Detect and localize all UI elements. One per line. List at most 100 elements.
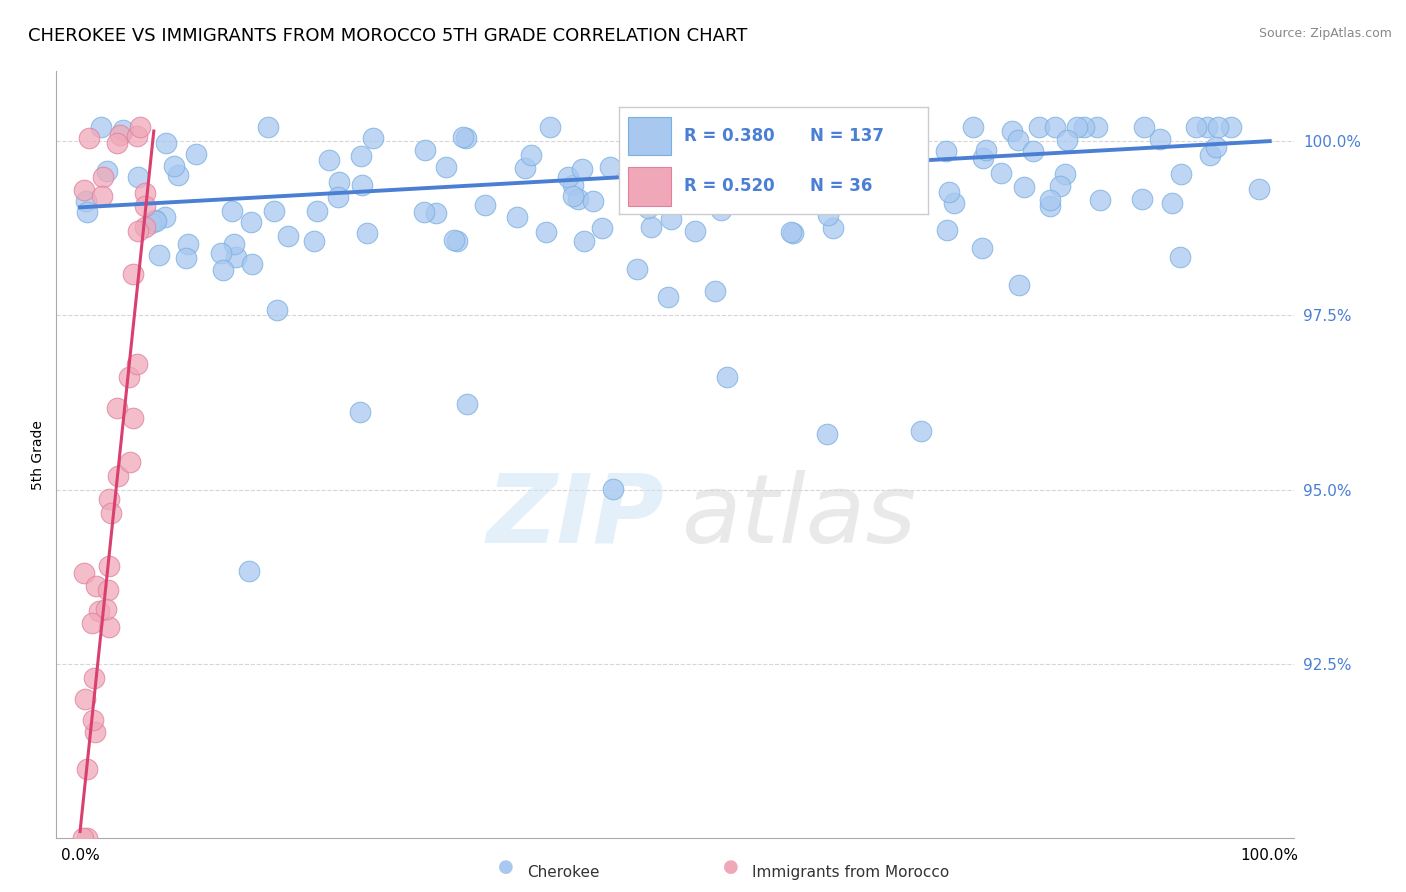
- Point: [1130, 192, 1153, 206]
- Point: [823, 220, 845, 235]
- Point: [703, 284, 725, 298]
- Point: [127, 129, 149, 144]
- Point: [174, 252, 197, 266]
- Point: [302, 234, 325, 248]
- Point: [782, 185, 804, 199]
- Point: [716, 370, 738, 384]
- Point: [557, 170, 579, 185]
- Point: [962, 120, 984, 135]
- Point: [782, 227, 804, 241]
- Point: [222, 237, 245, 252]
- Text: atlas: atlas: [681, 470, 917, 563]
- Point: [1149, 132, 1171, 146]
- Point: [305, 203, 328, 218]
- Point: [225, 250, 247, 264]
- Point: [1249, 181, 1271, 195]
- Point: [318, 153, 340, 167]
- Point: [148, 248, 170, 262]
- Point: [1206, 120, 1229, 135]
- Point: [100, 506, 122, 520]
- Point: [129, 120, 152, 135]
- Point: [779, 177, 801, 191]
- Point: [659, 211, 682, 226]
- Point: [112, 123, 135, 137]
- Point: [882, 176, 904, 190]
- Point: [73, 692, 96, 706]
- Bar: [628, 117, 671, 155]
- Point: [84, 579, 107, 593]
- Point: [76, 205, 98, 219]
- Point: [1170, 167, 1192, 181]
- Point: [96, 164, 118, 178]
- Point: [143, 213, 166, 227]
- Point: [659, 139, 682, 153]
- Point: [602, 482, 624, 496]
- Point: [828, 120, 851, 135]
- Bar: [628, 167, 671, 205]
- Point: [118, 455, 141, 469]
- Point: [456, 397, 478, 411]
- Point: [572, 234, 595, 248]
- Point: [1039, 199, 1062, 213]
- Point: [72, 566, 94, 581]
- Point: [155, 210, 177, 224]
- Point: [97, 559, 120, 574]
- Point: [1066, 120, 1088, 135]
- Point: [240, 256, 263, 270]
- Text: Cherokee: Cherokee: [527, 865, 600, 880]
- Point: [789, 134, 811, 148]
- Point: [657, 290, 679, 304]
- Point: [1056, 133, 1078, 147]
- Point: [75, 194, 97, 208]
- Point: [145, 214, 167, 228]
- Point: [77, 130, 100, 145]
- Point: [434, 160, 457, 174]
- Text: ZIP: ZIP: [486, 470, 665, 563]
- Point: [1197, 120, 1219, 135]
- Point: [72, 831, 94, 846]
- Point: [1001, 124, 1024, 138]
- Point: [443, 234, 465, 248]
- Point: [640, 220, 662, 235]
- Point: [134, 186, 156, 201]
- Point: [1049, 178, 1071, 193]
- Text: CHEROKEE VS IMMIGRANTS FROM MOROCCO 5TH GRADE CORRELATION CHART: CHEROKEE VS IMMIGRANTS FROM MOROCCO 5TH …: [28, 27, 748, 45]
- Point: [446, 234, 468, 248]
- Point: [562, 188, 585, 202]
- Point: [98, 492, 121, 507]
- Point: [163, 159, 186, 173]
- Point: [80, 616, 103, 631]
- Point: [938, 185, 960, 199]
- Point: [127, 170, 149, 185]
- Point: [591, 220, 613, 235]
- Text: ●: ●: [498, 858, 515, 876]
- Point: [974, 143, 997, 157]
- Point: [127, 358, 149, 372]
- Point: [350, 149, 373, 163]
- Point: [105, 401, 128, 416]
- Text: R = 0.520: R = 0.520: [683, 178, 775, 195]
- Point: [84, 725, 107, 739]
- Point: [266, 302, 288, 317]
- Text: N = 36: N = 36: [810, 178, 873, 195]
- Point: [82, 713, 104, 727]
- Point: [361, 130, 384, 145]
- Point: [599, 160, 621, 174]
- Point: [76, 831, 98, 846]
- Point: [413, 205, 436, 219]
- Point: [352, 178, 374, 192]
- Point: [166, 168, 188, 182]
- Point: [118, 369, 141, 384]
- Point: [752, 133, 775, 147]
- Point: [90, 120, 112, 135]
- Point: [710, 202, 733, 217]
- Point: [733, 193, 755, 207]
- Point: [626, 261, 648, 276]
- Point: [942, 195, 965, 210]
- Point: [1185, 120, 1208, 135]
- Point: [127, 225, 149, 239]
- Point: [725, 165, 748, 179]
- Point: [513, 161, 536, 176]
- Point: [1220, 120, 1243, 135]
- Point: [349, 405, 371, 419]
